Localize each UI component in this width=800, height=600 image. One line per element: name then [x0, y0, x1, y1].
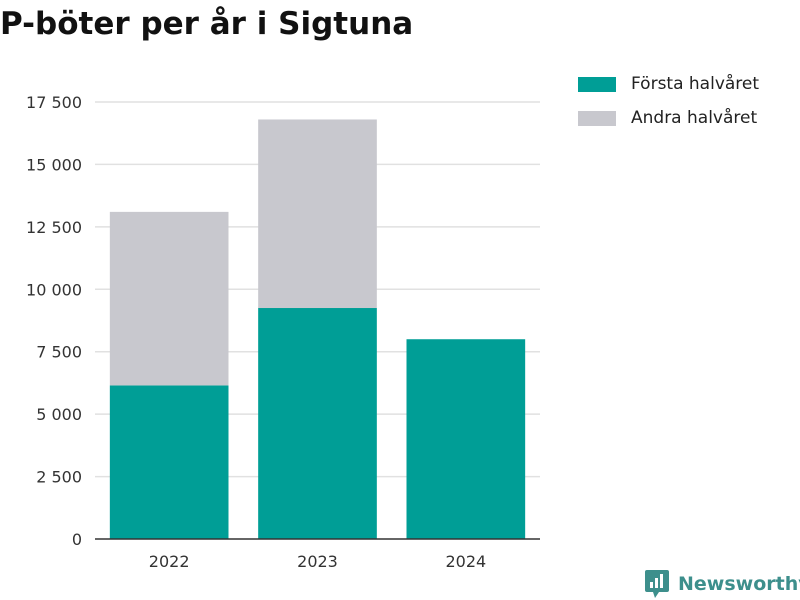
x-tick-label: 2022 [149, 552, 190, 571]
bar-2024-first-half [406, 339, 526, 539]
newsworthy-logo-icon [645, 570, 669, 598]
y-tick-label: 15 000 [26, 155, 82, 174]
bars [109, 119, 526, 539]
legend-swatch-first-half [578, 76, 616, 92]
y-tick-label: 7 500 [36, 343, 82, 362]
x-tick-label: 2023 [297, 552, 338, 571]
brand-name: Newsworthy [678, 573, 800, 595]
bar-2023-second-half [258, 119, 377, 309]
y-tick-label: 5 000 [36, 405, 82, 424]
y-tick-label: 12 500 [26, 218, 82, 237]
y-tick-label: 17 500 [26, 93, 82, 112]
legend: Första halvåret Andra halvåret [578, 72, 759, 140]
legend-label-second-half: Andra halvåret [631, 108, 758, 128]
brand-logo: Newsworthy [644, 569, 800, 599]
legend-label-first-half: Första halvåret [631, 74, 760, 94]
legend-item-second-half: Andra halvåret [578, 106, 759, 130]
x-axis-ticks: 2022 2023 2024 [149, 552, 486, 571]
y-tick-label: 10 000 [26, 280, 82, 299]
y-axis-ticks: 0 2 500 5 000 7 500 10 000 12 500 15 000 17 500 [26, 93, 82, 549]
bar-2022-first-half [109, 385, 229, 539]
bar-2022-second-half [109, 211, 229, 386]
legend-item-first-half: Första halvåret [578, 72, 759, 96]
y-tick-label: 0 [72, 530, 82, 549]
chart-title: P-böter per år i Sigtuna [0, 6, 414, 42]
y-tick-label: 2 500 [36, 468, 82, 487]
bar-2023-first-half [258, 308, 377, 539]
legend-swatch-second-half [578, 110, 616, 126]
x-tick-label: 2024 [445, 552, 486, 571]
